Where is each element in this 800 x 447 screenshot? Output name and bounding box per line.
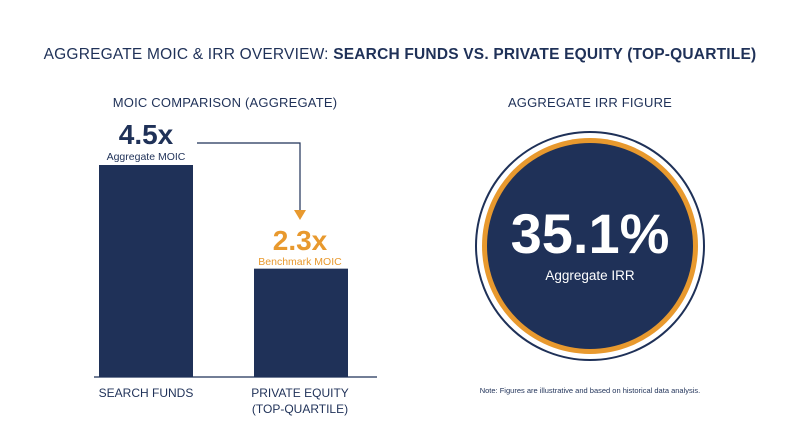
chart-title: AGGREGATE MOIC & IRR OVERVIEW: SEARCH FU… [0,46,800,64]
irr-value: 35.1% [510,202,670,265]
category-label-pe-line1: PRIVATE EQUITY [251,386,349,400]
category-label-search-line1: SEARCH FUNDS [98,386,194,400]
category-label-search: SEARCH FUNDS [86,386,206,402]
bar-value-label-pe: 2.3x [272,225,328,256]
footnote: Note: Figures are illustrative and based… [479,386,701,395]
bar-search-funds [99,165,193,377]
irr-heading: AGGREGATE IRR FIGURE [507,95,673,110]
connector-arrowhead [294,210,306,220]
irr-label: Aggregate IRR [545,268,635,283]
bar-sublabel-search: Aggregate MOIC [106,151,186,163]
connector-line [197,142,301,211]
irr-outer-ring [475,131,705,361]
moic-heading: MOIC COMPARISON (AGGREGATE) [112,95,338,110]
bar-private-equity [254,268,348,377]
chart-title-bold: SEARCH FUNDS VS. PRIVATE EQUITY (TOP-QUA… [333,46,757,63]
category-label-pe-line2: (TOP-QUARTILE) [251,401,349,416]
chart-title-prefix: AGGREGATE MOIC & IRR OVERVIEW: [43,46,334,63]
irr-inner-disc [487,143,693,349]
bar-sublabel-pe: Benchmark MOIC [258,256,342,268]
bar-value-label-search: 4.5x [118,119,174,150]
category-label-pe: PRIVATE EQUITY (TOP-QUARTILE) [230,386,370,417]
